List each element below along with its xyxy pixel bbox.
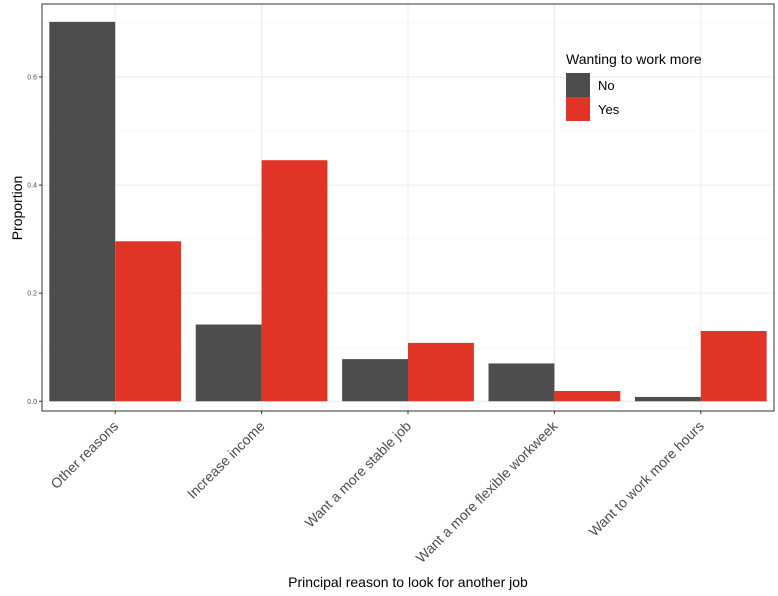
- x-axis-title: Principal reason to look for another job: [288, 574, 528, 590]
- bars: [49, 21, 767, 402]
- bar-yes-4: [700, 331, 767, 402]
- x-tick-label: Other reasons: [47, 418, 121, 492]
- bar-no-1: [195, 324, 262, 402]
- legend-title: Wanting to work more: [566, 51, 702, 67]
- legend-key-no: [566, 73, 590, 97]
- x-axis: Other reasons Increase income Want a more …: [47, 411, 707, 566]
- bar-yes-3: [554, 391, 621, 402]
- y-tick-label: 0.4: [27, 183, 37, 190]
- legend-label-no: No: [598, 78, 615, 93]
- bar-no-3: [488, 363, 555, 402]
- y-tick-label: 0.0: [27, 399, 37, 406]
- x-tick-label: Want to work more hours: [585, 418, 707, 540]
- legend-key-yes: [566, 97, 590, 121]
- x-tick-label: Want a more stable job: [301, 418, 414, 531]
- y-axis-title: Proportion: [9, 176, 25, 241]
- x-tick-label: Want a more flexible workweek: [413, 417, 562, 566]
- legend: Wanting to work more No Yes: [566, 51, 702, 121]
- bar-no-2: [342, 359, 408, 402]
- bar-yes-1: [261, 160, 328, 402]
- bar-no-0: [49, 21, 116, 402]
- bar-yes-0: [115, 241, 182, 402]
- x-tick-label: Increase income: [184, 418, 268, 502]
- legend-label-yes: Yes: [598, 102, 620, 117]
- y-tick-label: 0.2: [27, 291, 37, 298]
- y-axis: 0.0 0.2 0.4 0.6: [27, 74, 42, 406]
- bar-no-4: [634, 396, 701, 402]
- y-tick-label: 0.6: [27, 74, 37, 81]
- bar-yes-2: [408, 342, 474, 402]
